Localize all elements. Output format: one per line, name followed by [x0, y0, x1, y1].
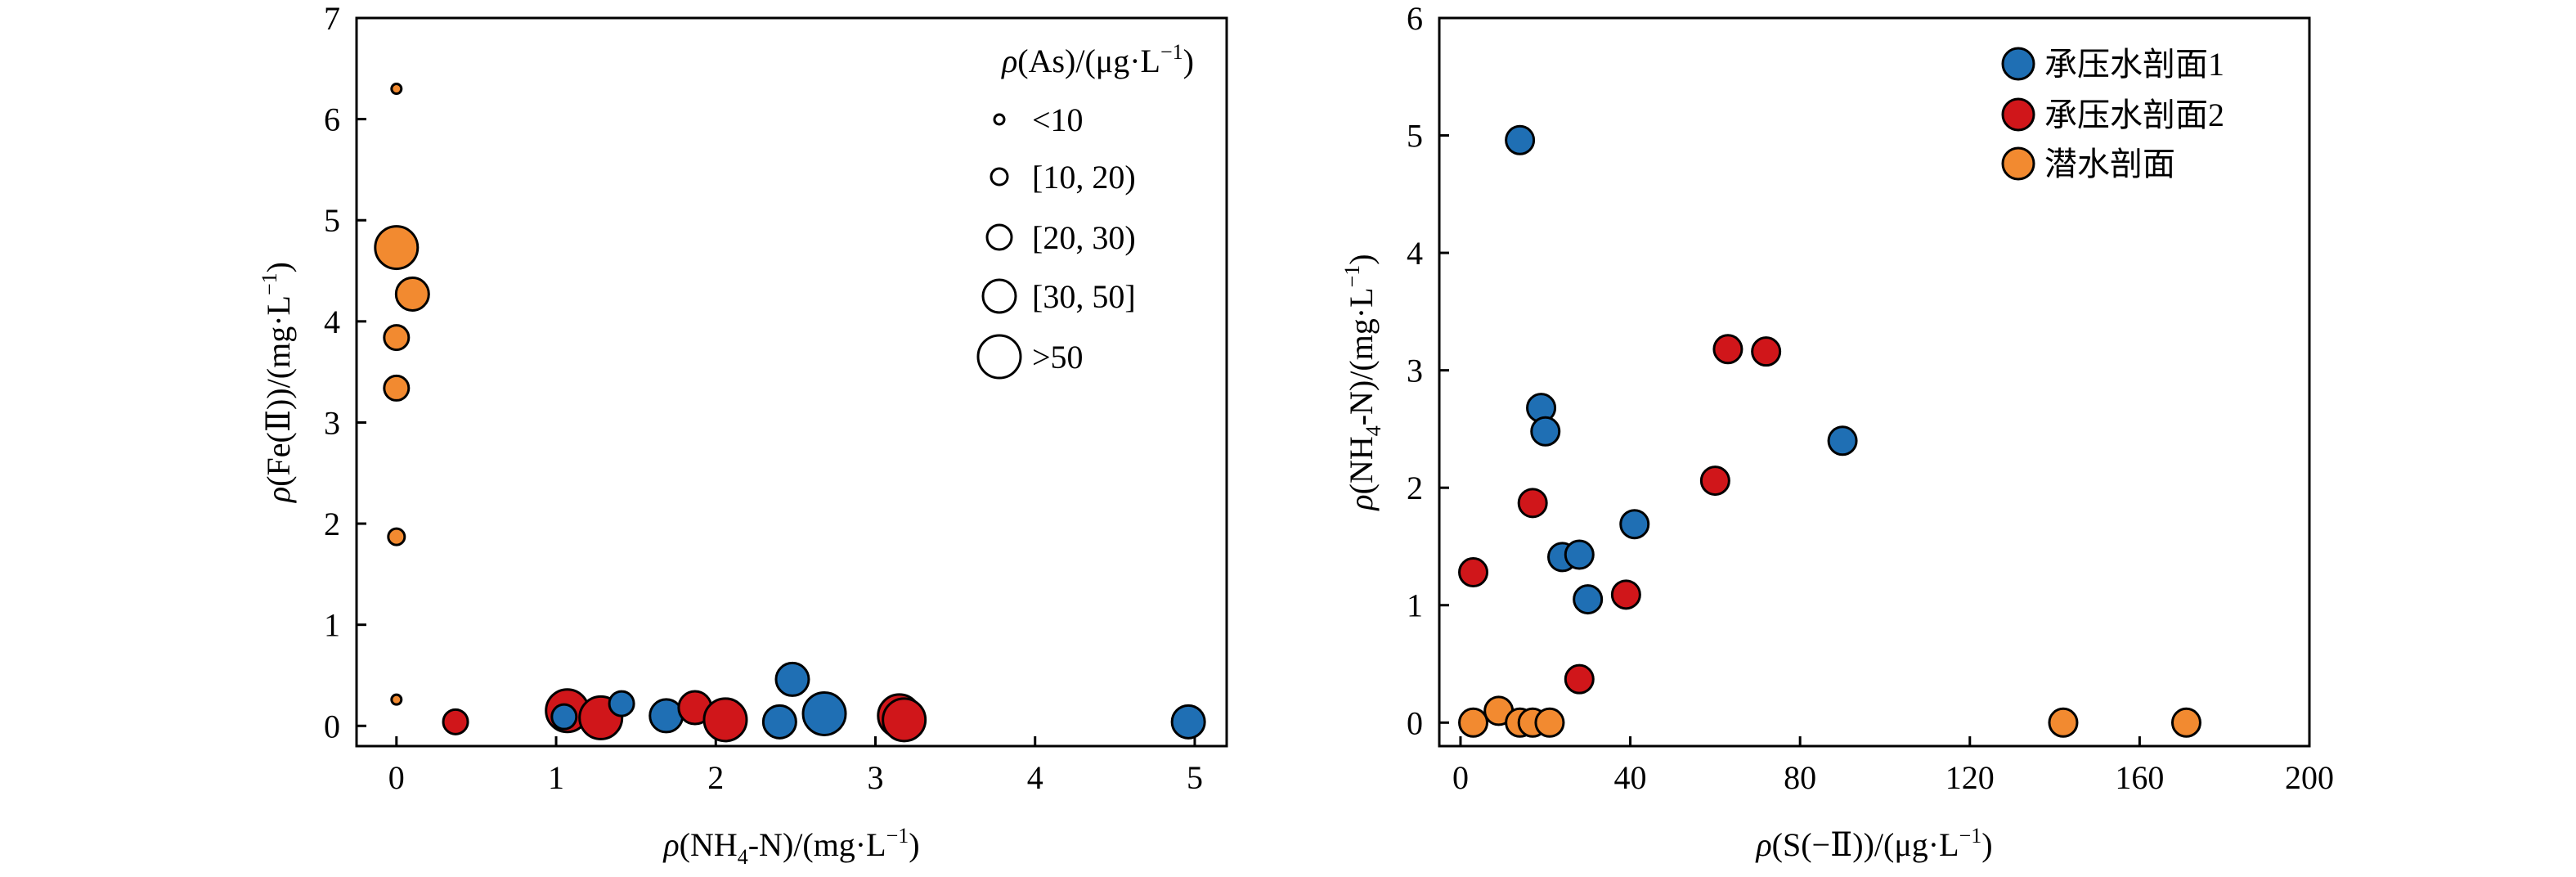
data-point-phreatic: [374, 225, 420, 271]
data-point-phreatic: [1534, 707, 1565, 738]
data-point-confined1: [761, 704, 797, 740]
data-point-confined1: [774, 661, 810, 697]
x-tick-label: 2: [707, 759, 724, 796]
x-tick-label: 80: [1784, 759, 1816, 796]
x-tick-label: 160: [2115, 759, 2164, 796]
legend-marker-confined2: [2001, 97, 2035, 132]
left-data-points: [374, 83, 1206, 743]
size-legend-marker: [993, 113, 1006, 126]
size-legend: ρ(As)/(μg·L−1) <10 [10, 20) [20, 30) [30, 50…: [976, 40, 1194, 380]
y-tick-label: 0: [1407, 704, 1423, 741]
data-point-phreatic: [390, 693, 403, 706]
size-legend-label: <10: [1032, 101, 1084, 138]
data-point-confined1: [1564, 539, 1595, 570]
x-tick-label: 1: [548, 759, 564, 796]
x-tick-label: 120: [1945, 759, 1995, 796]
left-x-axis-title: ρ(NH4-N)/(mg·L−1): [662, 824, 919, 869]
data-point-confined2: [1610, 579, 1641, 610]
data-point-confined1: [550, 703, 578, 731]
data-point-phreatic: [390, 83, 403, 96]
series-legend: 承压水剖面1 承压水剖面2 潜水剖面: [2001, 46, 2224, 182]
y-tick-label: 6: [1407, 0, 1423, 37]
data-point-phreatic: [383, 324, 411, 352]
data-point-confined1: [1827, 425, 1858, 456]
y-tick-label: 2: [1407, 470, 1423, 506]
data-point-confined1: [1530, 416, 1561, 447]
y-tick-label: 4: [1407, 235, 1423, 272]
size-legend-label: [20, 30): [1032, 219, 1136, 256]
data-point-confined1: [1619, 509, 1650, 540]
data-point-phreatic: [2048, 707, 2079, 738]
data-point-confined1: [648, 698, 684, 734]
data-point-confined2: [1751, 336, 1782, 367]
y-tick-label: 6: [324, 101, 340, 138]
y-tick-label: 5: [324, 202, 340, 239]
right-data-points: [1458, 124, 2201, 738]
left-scatter-plot: 0 1 2 3 4 5 0 1 2 3 4 5 6 7 ρ(As)/(μg·L−1) <10 [10, 20)…: [258, 0, 1228, 869]
x-tick-label: 0: [1452, 759, 1469, 796]
size-legend-label: [10, 20): [1032, 159, 1136, 196]
legend-label-confined1: 承压水剖面1: [2044, 46, 2224, 83]
size-legend-marker: [976, 334, 1022, 380]
x-tick-label: 0: [388, 759, 405, 796]
data-point-confined1: [801, 690, 847, 736]
y-tick-label: 2: [324, 506, 340, 542]
legend-marker-phreatic: [2001, 146, 2035, 181]
right-plot-frame: [1438, 16, 2311, 748]
right-y-axis-title: ρ(NH4-N)/(mg·L−1): [1340, 254, 1385, 511]
left-y-axis-title: ρ(Fe(Ⅱ))/(mg·L−1): [258, 262, 297, 504]
data-point-confined1: [1170, 704, 1206, 740]
data-point-confined1: [608, 690, 635, 717]
size-legend-marker: [981, 278, 1017, 314]
x-tick-label: 5: [1187, 759, 1203, 796]
data-point-confined2: [1517, 488, 1548, 519]
left-plot-frame: [355, 16, 1228, 748]
data-point-confined2: [1564, 663, 1595, 695]
legend-marker-confined1: [2001, 47, 2035, 81]
data-point-phreatic: [1458, 707, 1489, 738]
y-tick-label: 3: [1407, 353, 1423, 389]
left-axis-ticks: 0 1 2 3 4 5 0 1 2 3 4 5 6 7: [324, 0, 1203, 796]
x-tick-label: 200: [2285, 759, 2334, 796]
size-legend-label: [30, 50]: [1032, 278, 1136, 315]
data-point-phreatic: [394, 276, 430, 312]
data-point-confined2: [442, 708, 469, 735]
y-tick-label: 1: [1407, 587, 1423, 624]
legend-label-confined2: 承压水剖面2: [2044, 97, 2224, 133]
y-tick-label: 1: [324, 607, 340, 644]
data-point-phreatic: [383, 374, 411, 402]
right-axis-ticks: 0 40 80 120 160 200 0 1 2 3 4 5 6: [1407, 0, 2334, 796]
y-tick-label: 0: [324, 708, 340, 744]
data-point-confined1: [1573, 584, 1604, 615]
data-point-confined1: [1505, 124, 1536, 155]
data-point-confined2: [1712, 334, 1744, 365]
size-legend-marker: [985, 223, 1013, 251]
right-x-axis-title: ρ(S(−Ⅱ))/(μg·L−1): [1754, 824, 1992, 863]
size-legend-label: >50: [1032, 339, 1084, 376]
x-tick-label: 3: [867, 759, 883, 796]
data-point-confined2: [1699, 465, 1730, 497]
data-point-confined2: [882, 697, 927, 743]
x-tick-label: 4: [1027, 759, 1043, 796]
size-legend-marker: [990, 167, 1009, 187]
legend-label-phreatic: 潜水剖面: [2044, 146, 2175, 182]
data-point-confined2: [702, 697, 748, 743]
size-legend-title: ρ(As)/(μg·L−1): [1000, 40, 1194, 79]
data-point-phreatic: [2170, 707, 2201, 738]
data-point-phreatic: [387, 527, 406, 546]
y-tick-label: 5: [1407, 118, 1423, 155]
right-scatter-plot: 0 40 80 120 160 200 0 1 2 3 4 5 6 承压水剖面1 承压水剖面2 潜水剖面 ρ…: [1340, 0, 2334, 863]
x-tick-label: 40: [1614, 759, 1647, 796]
data-point-confined2: [1458, 557, 1489, 588]
y-tick-label: 3: [324, 404, 340, 441]
y-tick-label: 4: [324, 304, 340, 340]
y-tick-label: 7: [324, 0, 340, 37]
